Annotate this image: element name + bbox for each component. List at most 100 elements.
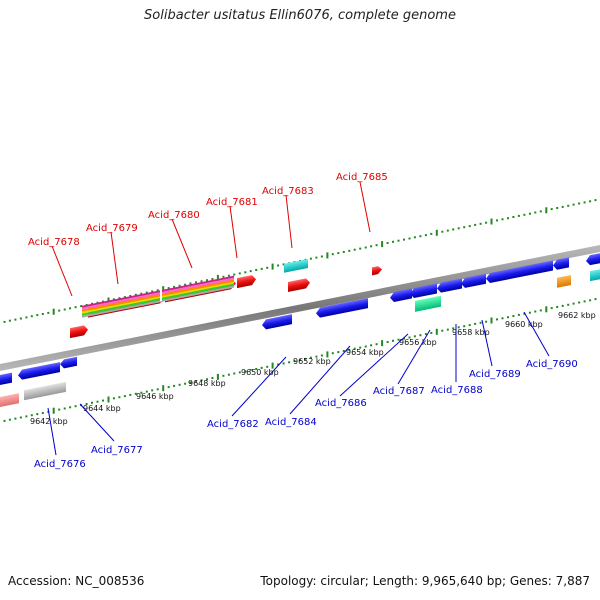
gene-label-acid-7683: Acid_7683 <box>262 186 314 197</box>
minor-tick <box>36 413 39 416</box>
major-tick <box>381 340 384 347</box>
minor-tick <box>211 377 214 379</box>
tick-label: 9658 kbp <box>452 328 490 337</box>
minor-tick <box>293 360 296 363</box>
minor-tick <box>206 378 208 381</box>
gene-acid-7683 <box>288 278 310 292</box>
tick-label: 9652 kbp <box>293 357 331 366</box>
minor-tick <box>58 408 61 411</box>
minor-tick <box>184 382 187 385</box>
minor-tick <box>320 354 323 357</box>
minor-tick <box>227 274 230 277</box>
minor-tick <box>129 294 132 297</box>
minor-tick <box>14 417 17 420</box>
minor-tick <box>446 328 449 331</box>
minor-tick <box>370 344 373 347</box>
minor-tick <box>474 223 477 226</box>
minor-tick <box>63 308 66 311</box>
tick-label: 9646 kbp <box>136 392 174 401</box>
gene-label-acid-7690: Acid_7690 <box>526 359 578 370</box>
minor-tick <box>589 200 592 203</box>
minor-tick <box>69 406 72 409</box>
major-tick <box>216 274 219 281</box>
minor-tick <box>145 291 148 294</box>
minor-tick <box>36 314 39 317</box>
minor-tick <box>102 300 104 303</box>
minor-tick <box>348 249 351 252</box>
gene-label-acid-7689: Acid_7689 <box>469 369 521 380</box>
minor-tick <box>266 266 269 269</box>
minor-tick <box>468 324 471 327</box>
minor-tick <box>550 208 553 211</box>
minor-tick <box>282 362 285 365</box>
minor-tick <box>238 371 241 374</box>
minor-tick <box>25 415 28 418</box>
minor-tick <box>413 236 416 239</box>
gene-acid-7682 <box>262 314 292 330</box>
minor-tick <box>200 280 203 283</box>
minor-tick <box>594 199 597 202</box>
gene-label-acid-7686: Acid_7686 <box>315 398 367 409</box>
minor-tick <box>3 419 6 422</box>
minor-tick <box>244 370 247 373</box>
gene-acid-7685 <box>372 266 382 276</box>
minor-tick <box>359 346 362 349</box>
tick-label: 9644 kbp <box>83 404 121 413</box>
minor-tick <box>151 389 154 392</box>
minor-tick <box>63 407 66 410</box>
minor-tick <box>572 203 575 206</box>
minor-tick <box>353 248 356 251</box>
minor-tick <box>468 225 471 228</box>
minor-tick <box>282 263 285 266</box>
gene-label-acid-7687: Acid_7687 <box>373 386 425 397</box>
minor-tick <box>517 214 520 217</box>
major-tick <box>216 373 219 380</box>
minor-tick <box>233 372 236 375</box>
minor-tick <box>266 365 269 368</box>
minor-tick <box>112 298 115 301</box>
minor-tick <box>424 234 427 237</box>
minor-tick <box>206 279 208 282</box>
minor-tick <box>578 301 581 304</box>
gene-acid-7676 <box>0 393 19 408</box>
minor-tick <box>222 275 225 278</box>
minor-tick <box>370 245 373 248</box>
minor-tick <box>249 369 252 372</box>
minor-tick <box>583 300 586 303</box>
major-tick <box>545 207 548 214</box>
minor-tick <box>474 322 477 325</box>
minor-tick <box>123 395 126 398</box>
minor-tick <box>419 334 422 337</box>
minor-tick <box>195 380 197 383</box>
top-tick-track <box>3 199 597 323</box>
gene-acid-7690 <box>557 274 571 288</box>
minor-tick <box>364 246 367 249</box>
minor-tick <box>227 373 230 376</box>
minor-tick <box>173 285 176 288</box>
minor-tick <box>8 319 11 322</box>
minor-tick <box>85 403 88 405</box>
genome-title: Solibacter usitatus Ellin6076, complete … <box>144 8 456 23</box>
minor-tick <box>430 232 433 235</box>
minor-tick <box>463 325 466 328</box>
minor-tick <box>561 205 564 208</box>
minor-tick <box>91 401 93 404</box>
gene-acid-7676a <box>0 372 12 386</box>
minor-tick <box>457 227 460 230</box>
minor-tick <box>211 278 214 280</box>
forward-gene-labels: Acid_7678 Acid_7679 Acid_7680 Acid_7681 … <box>28 172 388 297</box>
minor-tick <box>167 386 170 389</box>
minor-tick <box>567 204 570 207</box>
gene-label-acid-7677: Acid_7677 <box>91 445 143 456</box>
minor-tick <box>342 350 345 352</box>
minor-tick <box>145 390 148 393</box>
minor-tick <box>375 343 378 346</box>
tick-label: 9660 kbp <box>505 320 543 329</box>
minor-tick <box>359 247 362 250</box>
minor-tick <box>386 341 389 343</box>
tick-label: 9642 kbp <box>30 417 68 426</box>
minor-tick <box>255 269 258 271</box>
gene-acid-7688b <box>461 273 486 288</box>
minor-tick <box>441 329 444 332</box>
gene-label-acid-7681: Acid_7681 <box>206 197 258 208</box>
